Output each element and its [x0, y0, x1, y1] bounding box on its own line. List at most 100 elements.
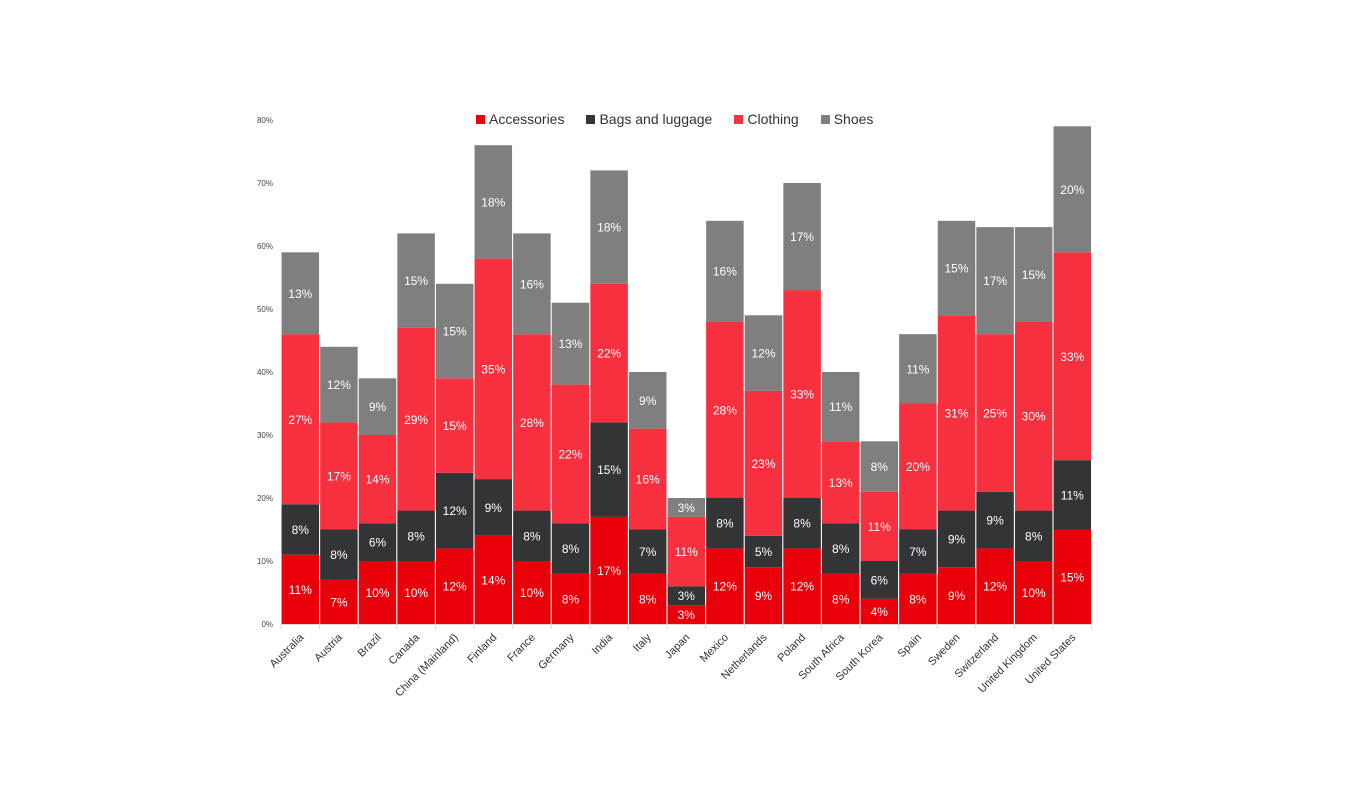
bar-segment: [590, 283, 628, 423]
bar-segment: [976, 227, 1014, 335]
bar-segment: [899, 403, 937, 530]
y-tick-label: 0%: [261, 620, 273, 629]
data-label: 17%: [597, 564, 621, 578]
x-tick-label: India: [590, 631, 616, 657]
data-label: 11%: [829, 400, 852, 414]
data-label: 18%: [481, 195, 505, 209]
bar-segment: [551, 523, 590, 574]
legend-swatch: [734, 114, 744, 124]
bar-segment: [435, 378, 474, 473]
data-label: 17%: [983, 274, 1007, 288]
bar-segment: [628, 372, 667, 429]
data-label: 9%: [485, 501, 503, 515]
y-tick-label: 70%: [257, 179, 273, 188]
data-label: 11%: [289, 583, 312, 597]
bar-segment: [821, 441, 860, 524]
bar-segment: [976, 491, 1014, 549]
bar-segment: [706, 548, 744, 624]
data-label: 15%: [597, 463, 621, 477]
bar-segment: [320, 529, 358, 580]
legend-label: Clothing: [747, 111, 799, 127]
data-label: 15%: [944, 262, 968, 276]
bar-segment: [821, 523, 860, 574]
bar-segment: [899, 573, 937, 624]
bar-segment: [899, 529, 937, 574]
data-label: 8%: [832, 592, 850, 606]
bar-segment: [435, 548, 474, 624]
bar-segment: [1053, 460, 1092, 530]
data-label: 8%: [562, 592, 580, 606]
data-label: 11%: [868, 520, 891, 534]
bar-segment: [474, 258, 513, 480]
data-label: 15%: [404, 274, 428, 288]
y-tick-label: 50%: [257, 305, 273, 314]
data-label: 16%: [520, 277, 544, 291]
data-label: 8%: [832, 542, 850, 556]
data-label: 8%: [562, 542, 580, 556]
bar-segment: [783, 498, 821, 549]
data-label: 14%: [481, 573, 505, 587]
bar-segment: [937, 567, 976, 624]
bar-segment: [783, 548, 821, 624]
bar-segment: [667, 605, 706, 624]
data-label: 8%: [639, 592, 657, 606]
bar-segment: [937, 510, 976, 568]
data-label: 9%: [369, 400, 387, 414]
y-tick-label: 80%: [257, 116, 273, 125]
data-label: 10%: [404, 586, 428, 600]
legend-item: Clothing: [734, 111, 799, 127]
data-label: 9%: [986, 514, 1004, 528]
data-label: 6%: [871, 573, 889, 587]
data-label: 9%: [639, 394, 657, 408]
bar-segment: [860, 598, 899, 624]
bar-segment: [628, 428, 667, 530]
data-label: 11%: [1061, 488, 1084, 502]
data-label: 18%: [597, 221, 621, 235]
x-tick-label: Brazil: [356, 632, 384, 660]
bar-segment: [358, 561, 397, 624]
y-tick-label: 30%: [257, 431, 273, 440]
x-tick-label: Spain: [896, 632, 924, 660]
data-label: 23%: [751, 457, 775, 471]
bar-segment: [551, 573, 590, 624]
data-label: 13%: [288, 287, 312, 301]
bar-segment: [474, 535, 513, 624]
legend-item: Bags and luggage: [586, 111, 712, 127]
legend: Accessories Bags and luggage Clothing Shoes: [476, 111, 873, 127]
bar-segment: [320, 346, 358, 423]
y-tick-label: 60%: [257, 242, 273, 251]
legend-swatch: [476, 114, 485, 124]
x-tick-label: Italy: [631, 631, 654, 654]
bar-segment: [860, 441, 899, 492]
bar-segment: [358, 378, 397, 435]
data-label: 31%: [944, 406, 968, 420]
data-label: 12%: [443, 504, 467, 518]
bar-segment: [435, 283, 474, 379]
bar-segment: [551, 384, 590, 524]
bar-segment: [397, 510, 435, 561]
data-label: 12%: [983, 580, 1007, 594]
bar-segment: [435, 472, 474, 549]
bar-segment: [821, 372, 860, 442]
legend-label: Bags and luggage: [599, 111, 713, 127]
bar-segment: [744, 390, 783, 536]
data-label: 15%: [443, 325, 467, 339]
data-label: 15%: [443, 419, 467, 433]
data-label: 13%: [558, 337, 582, 351]
bar-segment: [513, 334, 551, 511]
data-label: 15%: [1022, 268, 1046, 282]
bar-segment: [667, 516, 706, 587]
data-label: 8%: [871, 460, 889, 474]
bar-segment: [281, 334, 320, 505]
bar-segment: [397, 327, 435, 511]
y-tick-label: 40%: [257, 368, 273, 377]
data-label: 33%: [790, 388, 814, 402]
y-tick-label: 10%: [257, 557, 273, 566]
bar-segment: [281, 554, 320, 624]
data-label: 7%: [909, 545, 927, 559]
bar-segment: [320, 579, 358, 624]
data-label: 11%: [906, 362, 929, 376]
data-label: 3%: [678, 501, 696, 515]
bar-segment: [513, 510, 551, 561]
data-label: 4%: [871, 605, 889, 619]
